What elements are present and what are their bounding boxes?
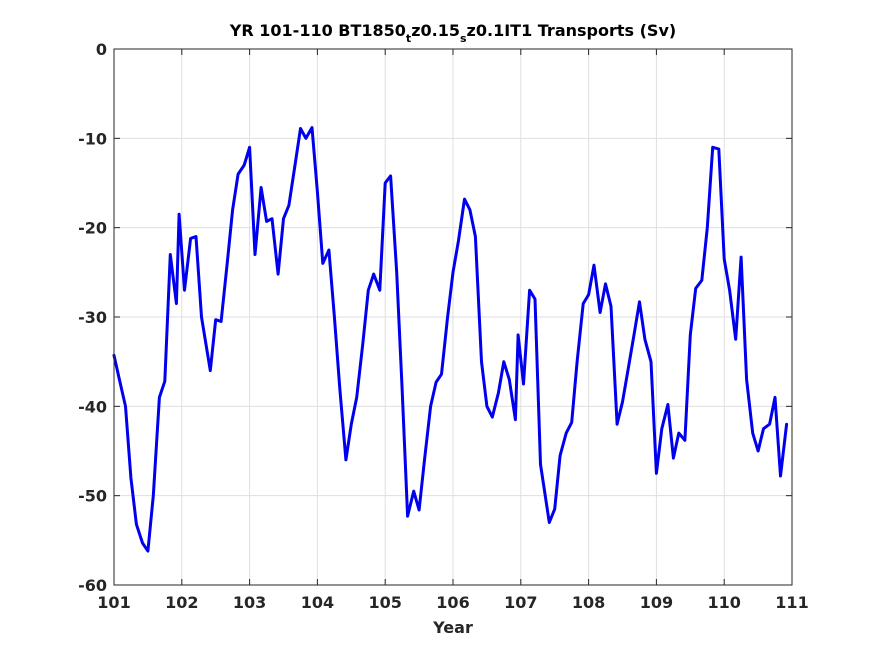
title-part-3: z0.1IT1 Transports (Sv) xyxy=(467,21,677,40)
title-subscript-t: t xyxy=(406,32,411,45)
series-line-1 xyxy=(112,126,789,553)
x-axis-title: Year xyxy=(432,618,473,637)
y-tick-label: -40 xyxy=(78,397,107,416)
series-layer xyxy=(112,126,789,553)
title-subscript-s: s xyxy=(460,32,467,45)
y-tick-label: -30 xyxy=(78,308,107,327)
y-tick-labels: 0 -10 -20 -30 -40 -50 -60 xyxy=(78,40,107,595)
y-tick-label: -50 xyxy=(78,487,107,506)
y-tick-label: -20 xyxy=(78,219,107,238)
x-tick-label: 108 xyxy=(572,593,605,612)
x-tick-label: 110 xyxy=(707,593,740,612)
x-tick-label: 104 xyxy=(301,593,334,612)
x-tick-label: 105 xyxy=(368,593,401,612)
x-tick-label: 103 xyxy=(233,593,266,612)
x-tick-label: 101 xyxy=(97,593,130,612)
x-tick-label: 107 xyxy=(504,593,537,612)
x-tick-labels: 101 102 103 104 105 106 107 108 109 110 111 xyxy=(97,593,808,612)
y-tick-label: 0 xyxy=(96,40,107,59)
grid-lines xyxy=(113,48,793,586)
title-part-2: z0.15 xyxy=(411,21,460,40)
x-tick-label: 102 xyxy=(165,593,198,612)
y-tick-label: -10 xyxy=(78,129,107,148)
x-tick-label: 109 xyxy=(640,593,673,612)
x-tick-label: 106 xyxy=(436,593,469,612)
tick-marks xyxy=(113,48,793,586)
title-part-1: YR 101-110 BT1850 xyxy=(229,21,406,40)
chart-title: YR 101-110 BT1850tz0.15sz0.1IT1 Transpor… xyxy=(229,21,676,45)
x-tick-label: 111 xyxy=(775,593,808,612)
y-tick-label: -60 xyxy=(78,576,107,595)
